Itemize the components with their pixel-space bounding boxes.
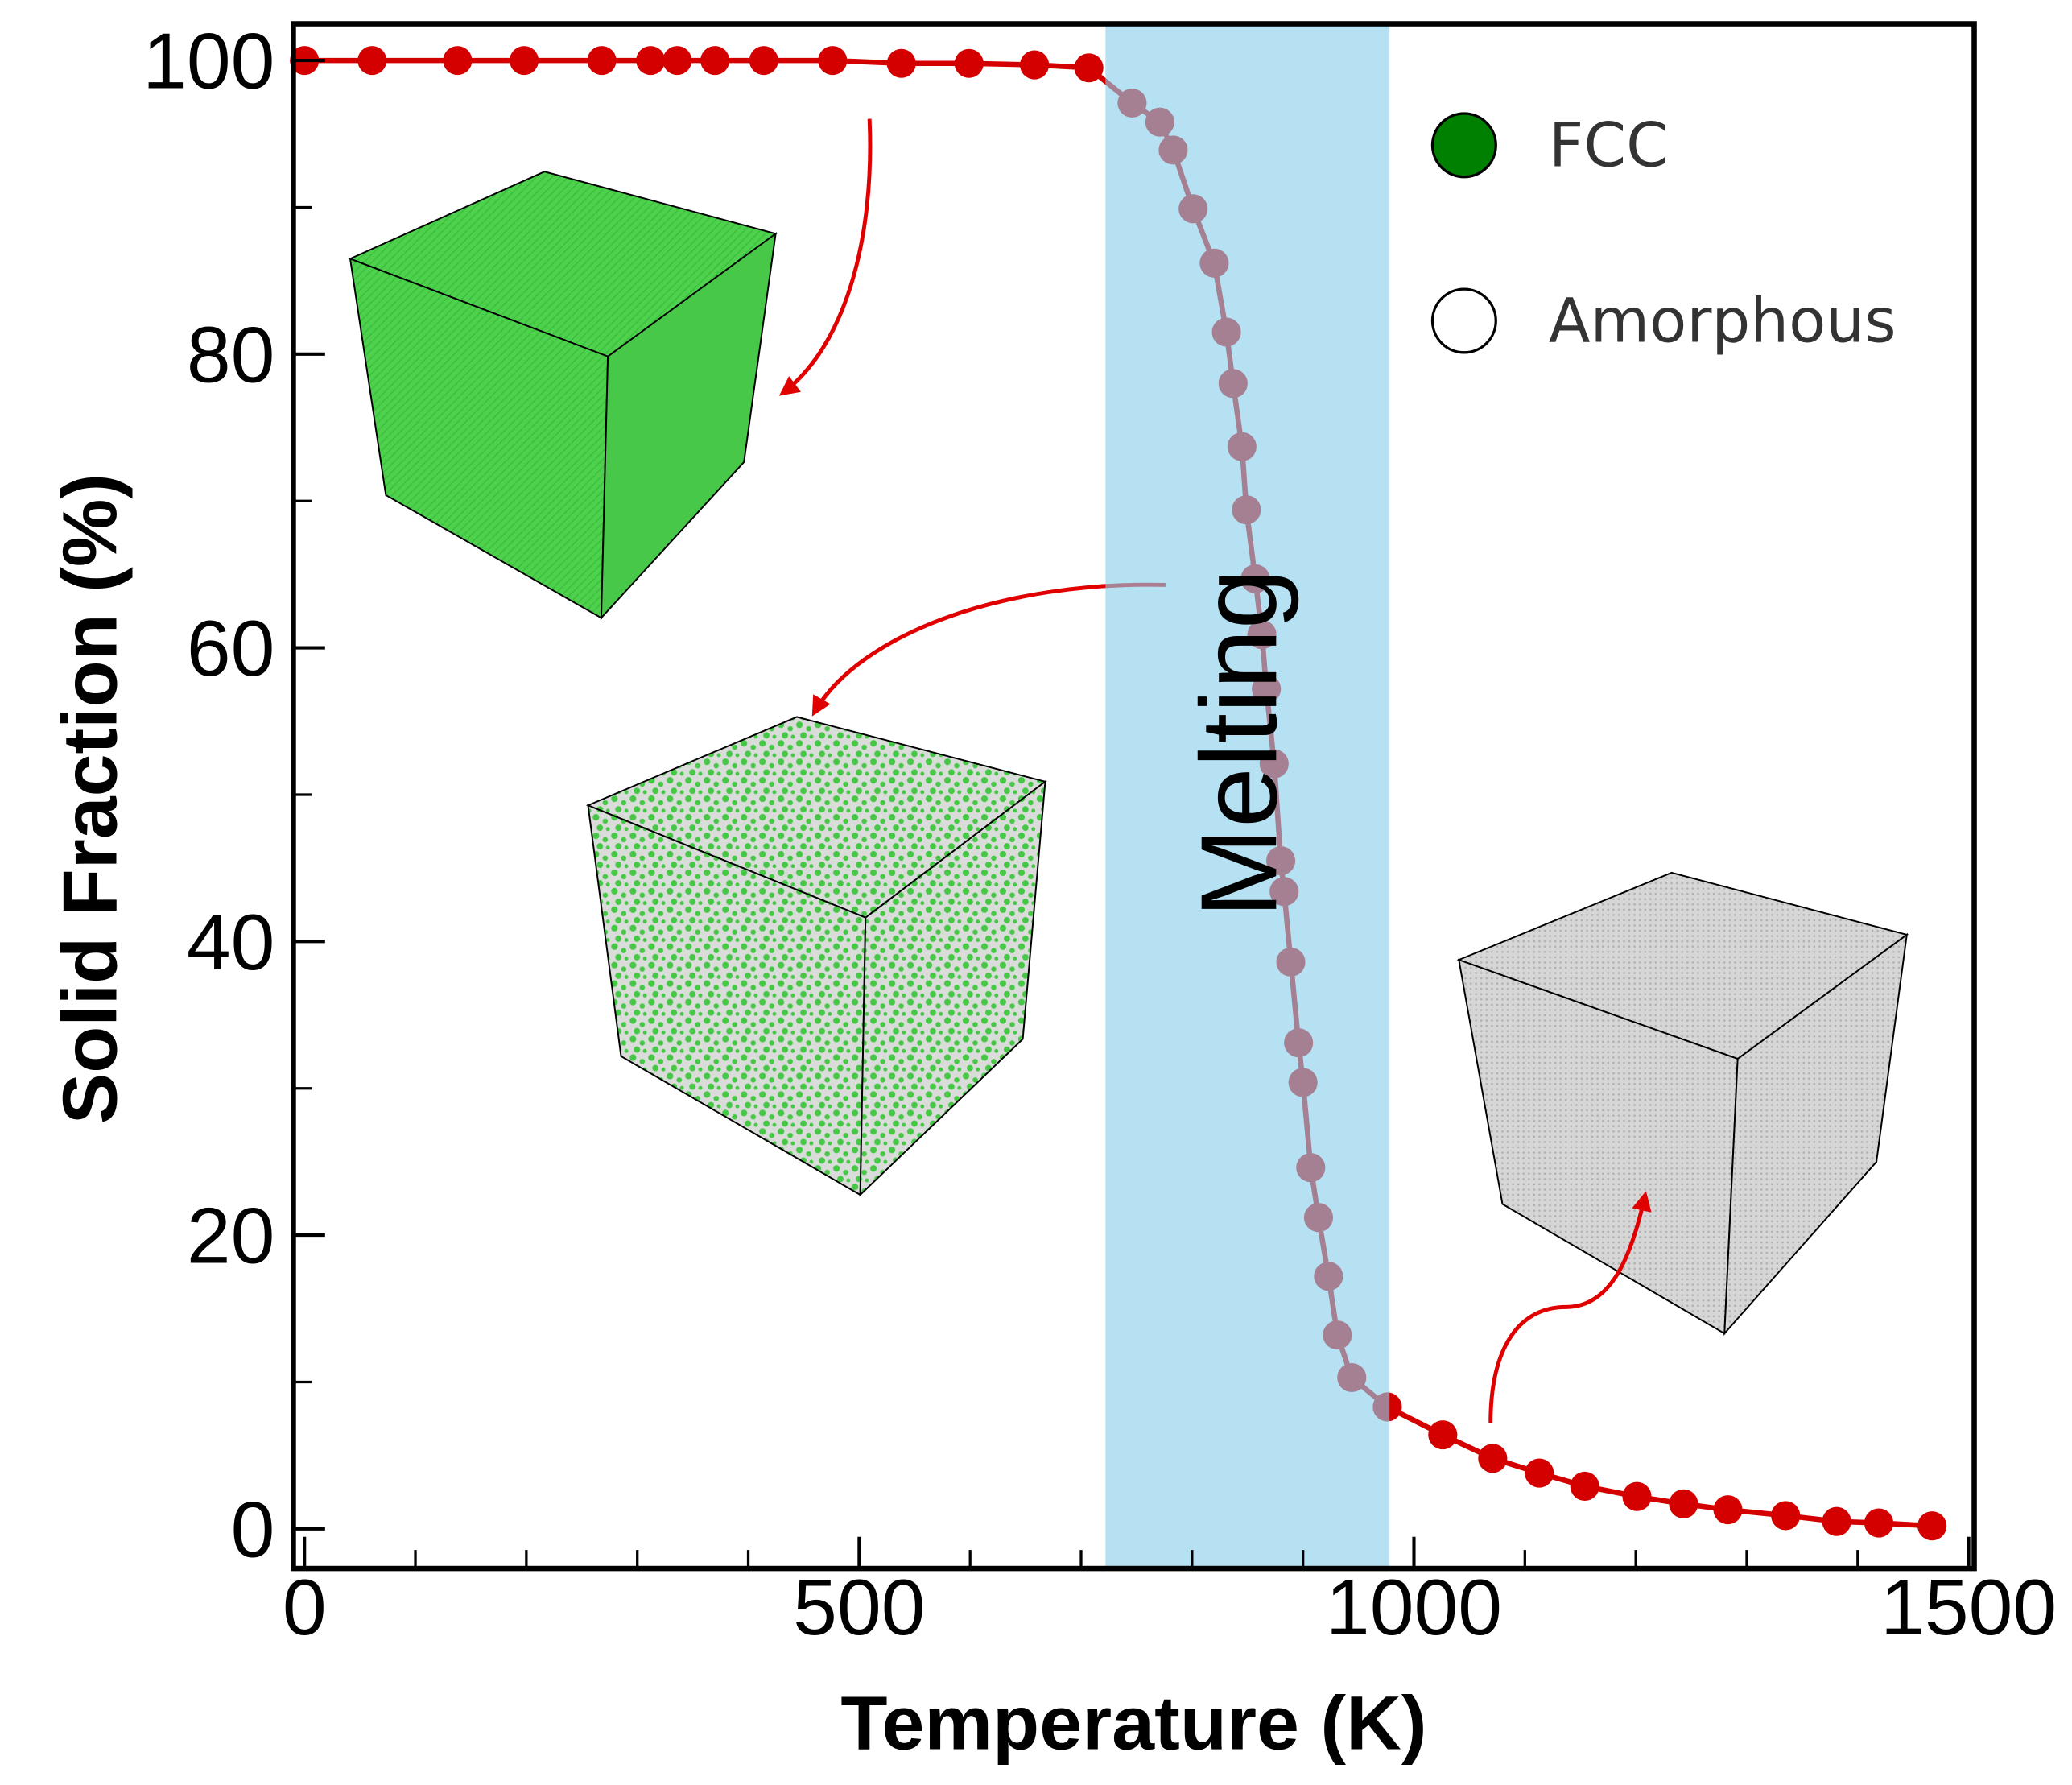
data-point [1669, 1489, 1698, 1518]
legend-marker [1430, 287, 1497, 354]
y-tick-label: 80 [187, 310, 275, 399]
x-tick-label: 1000 [1326, 1563, 1502, 1651]
y-tick-label: 0 [231, 1485, 275, 1573]
y-axis-title: Solid Fraction (%) [47, 473, 133, 1124]
melting-band [1105, 21, 1390, 1569]
cube-fcc [348, 171, 778, 621]
y-tick-label: 40 [187, 898, 275, 986]
data-point [749, 46, 778, 76]
x-tick-label: 500 [793, 1563, 925, 1651]
data-point [818, 46, 848, 76]
data-point [587, 46, 617, 76]
data-point [662, 46, 692, 76]
arrows [778, 118, 1652, 1423]
legend-label: Amorphous [1549, 286, 1897, 357]
data-point [1074, 53, 1104, 83]
data-point [1478, 1444, 1508, 1473]
data-point [1822, 1506, 1851, 1536]
data-point [1771, 1501, 1801, 1531]
y-tick-label: 60 [187, 604, 275, 692]
data-point [636, 46, 666, 76]
data-point [954, 48, 984, 78]
x-axis-title: Temperature (K) [840, 1681, 1426, 1766]
data-point [1525, 1458, 1554, 1488]
x-tick-label: 1500 [1880, 1563, 2057, 1651]
x-tick-label: 0 [283, 1563, 327, 1651]
y-tick-label: 20 [187, 1192, 275, 1280]
data-point [510, 46, 539, 76]
legend-label: FCC [1549, 110, 1669, 181]
legend-marker [1430, 112, 1497, 179]
data-point [1570, 1471, 1599, 1501]
data-point [700, 46, 730, 76]
plot-area: Melting 0 500 1000 1500 0 20 40 60 80 100 Temperatu… [47, 17, 2057, 1766]
cube-mixed [585, 716, 1047, 1197]
cube-amorphous [1456, 871, 1909, 1336]
y-tick-label: 100 [142, 17, 274, 105]
data-point [1428, 1420, 1458, 1450]
band-label: Melting [1178, 569, 1299, 918]
plot-frame [291, 21, 1977, 1572]
data-point [1917, 1511, 1947, 1541]
data-point [1864, 1508, 1894, 1538]
data-point [1713, 1495, 1743, 1525]
data-point [357, 46, 387, 76]
data-point [443, 46, 473, 76]
data-point [1020, 50, 1050, 80]
data-point [1622, 1481, 1652, 1511]
data-point [886, 48, 916, 78]
